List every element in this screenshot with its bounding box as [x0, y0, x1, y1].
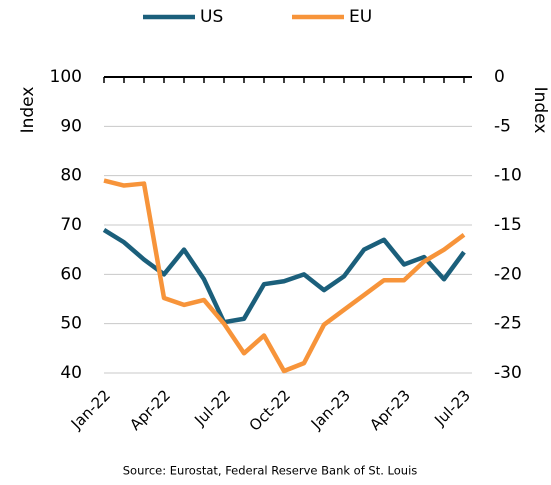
source: Source: Eurostat, Federal Reserve Bank o… — [123, 464, 418, 478]
y-tick-label: 80 — [60, 166, 82, 186]
x-tick-label: Apr-22 — [126, 386, 174, 434]
x-tick-label: Oct-22 — [246, 386, 294, 434]
legend-label: US — [200, 7, 223, 27]
y-tick-label: 90 — [60, 116, 82, 136]
y2-tick-label: -30 — [494, 363, 522, 383]
series-line — [102, 228, 466, 325]
x-tick-label: Apr-23 — [366, 386, 414, 434]
y2-tick-label: -5 — [494, 116, 511, 136]
x-tick-label: Jan-22 — [67, 386, 114, 433]
y2-axis-title: Index — [530, 87, 550, 134]
y-tick-label: 60 — [60, 264, 82, 284]
x-tick-label: Jul-22 — [190, 386, 234, 430]
legend-label: EU — [349, 7, 372, 27]
y2-tick-label: 0 — [494, 67, 505, 87]
y-tick-label: 100 — [50, 67, 82, 87]
y2-tick-label: -25 — [494, 314, 522, 334]
series-line — [103, 178, 466, 374]
y2-tick-label: -10 — [494, 166, 522, 186]
y-tick-label: 50 — [60, 314, 82, 334]
y-axis-title: Index — [18, 87, 38, 134]
y2-tick-label: -20 — [494, 264, 522, 284]
y2-tick-label: -15 — [494, 215, 522, 235]
y-tick-label: 70 — [60, 215, 82, 235]
x-tick-label: Jan-23 — [307, 386, 354, 433]
y-tick-label: 40 — [60, 363, 82, 383]
x-tick-label: Jul-23 — [430, 386, 474, 430]
